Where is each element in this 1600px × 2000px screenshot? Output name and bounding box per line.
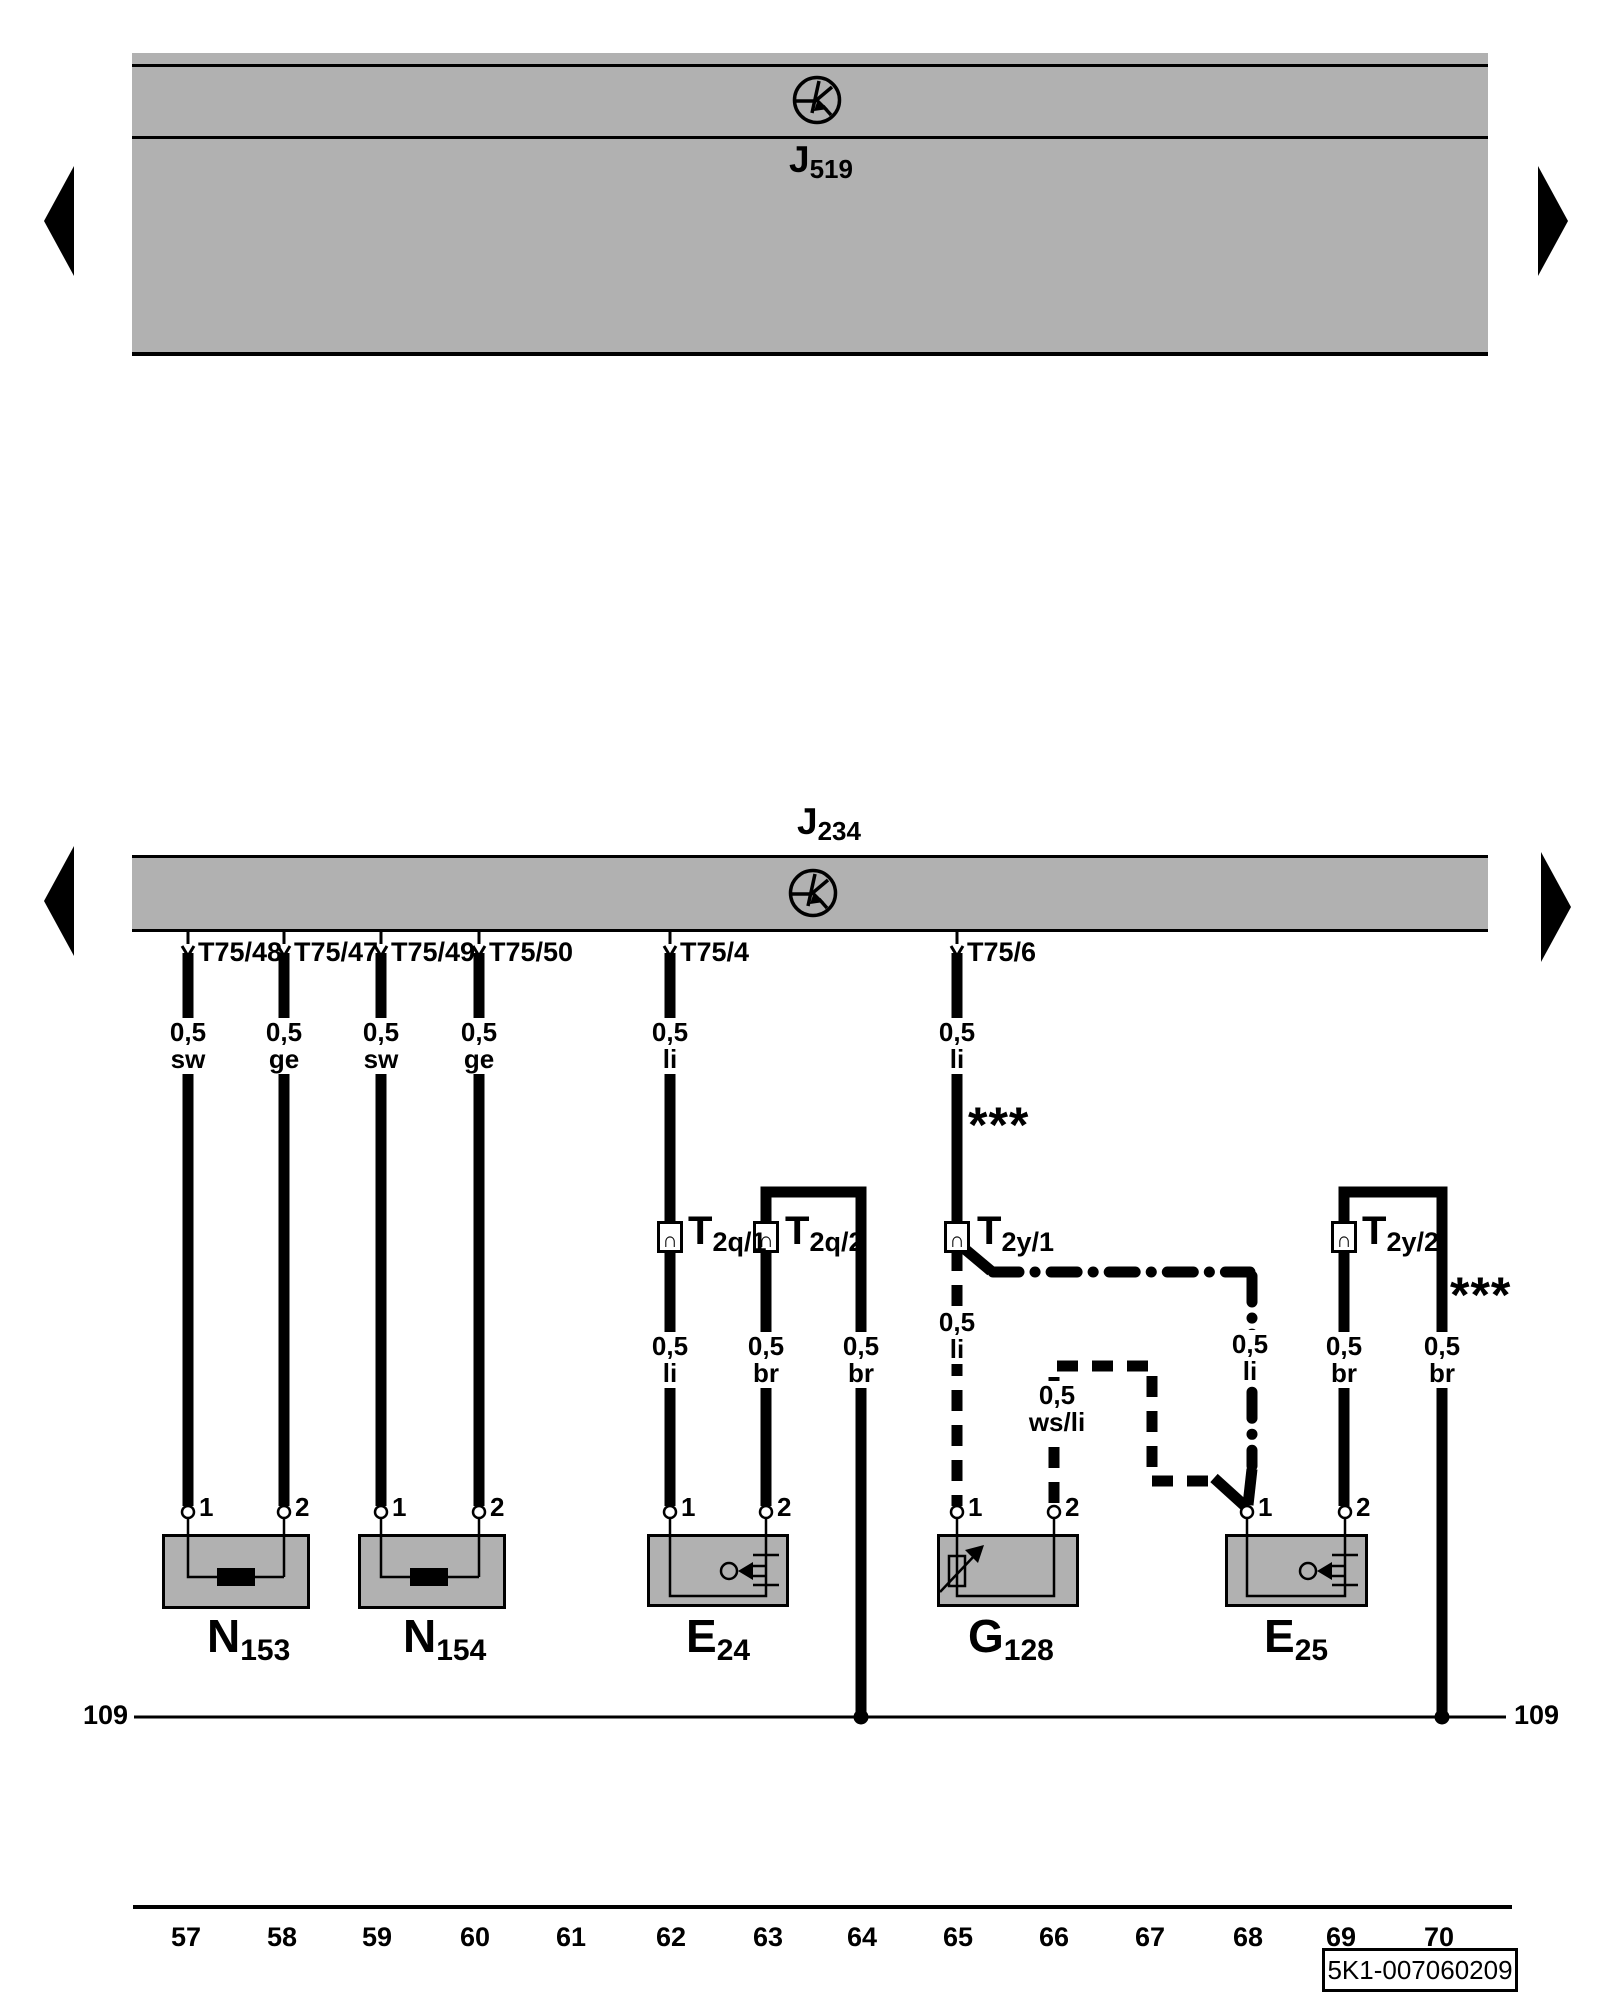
ruler-number: 59	[361, 1922, 393, 1952]
footnote-stars-2: ***	[1450, 1267, 1512, 1323]
ruler-number: 65	[942, 1922, 974, 1952]
pin-label: 2	[1356, 1492, 1371, 1522]
n154-resistor-symbol	[379, 1518, 481, 1586]
part-number-box: 5K1-007060209	[1322, 1948, 1518, 1992]
pin-label: 2	[777, 1492, 792, 1522]
terminal-label-t75-50: T75/50	[489, 937, 574, 967]
pin-label: 1	[1258, 1492, 1273, 1522]
wire-label-li-2: 0,5 li	[933, 1018, 981, 1074]
component-label-n153: N153	[207, 1610, 291, 1667]
terminal-label-t75-48: T75/48	[198, 937, 283, 967]
current-flow-direction-icon	[792, 75, 842, 125]
wire-wsli-join	[1210, 1473, 1250, 1512]
connector-label-t2y2: T2y/2	[1362, 1209, 1439, 1257]
module-box-j519	[132, 53, 1488, 356]
component-label-g128: G128	[968, 1610, 1054, 1667]
connector-icon-t2q2: ∩	[753, 1221, 779, 1253]
terminal-label-t75-4: T75/4	[680, 937, 750, 967]
wire-label-ge-1: 0,5 ge	[260, 1018, 308, 1074]
ruler-number: 66	[1038, 1922, 1070, 1952]
ruler-number: 61	[555, 1922, 587, 1952]
wire-label-ge-2: 0,5 ge	[455, 1018, 503, 1074]
pin-label: 1	[681, 1492, 696, 1522]
wire-label-br-2: 0,5 br	[837, 1332, 885, 1388]
ground-label-right: 109	[1514, 1700, 1560, 1730]
ruler-number: 68	[1232, 1922, 1264, 1952]
connector-icon-t2y1: ∩	[944, 1221, 970, 1253]
connector-label-t2y1: T2y/1	[977, 1209, 1054, 1257]
wire-label-br-1: 0,5 br	[742, 1332, 790, 1388]
pin-label: 2	[490, 1492, 505, 1522]
pin-label: 1	[392, 1492, 407, 1522]
wire-label-sw-2: 0,5 sw	[357, 1018, 405, 1074]
ruler-number: 57	[170, 1922, 202, 1952]
connector-label-t2q2: T2q/2	[785, 1209, 864, 1257]
pin-label: 2	[1065, 1492, 1080, 1522]
wires-dashed	[951, 1250, 1216, 1506]
component-label-n154: N154	[403, 1610, 487, 1667]
current-flow-direction-icon	[788, 868, 838, 918]
connector-icon-t2y2: ∩	[1331, 1221, 1357, 1253]
wire-dashdot-end	[1242, 1468, 1258, 1506]
module-label-j234: J234	[797, 801, 861, 846]
ground-junction-dot	[1434, 1709, 1450, 1725]
ruler-number: 62	[655, 1922, 687, 1952]
ruler-number: 70	[1423, 1922, 1455, 1952]
ruler-number: 60	[459, 1922, 491, 1952]
ruler-number: 67	[1134, 1922, 1166, 1952]
e25-switch-symbol	[1245, 1518, 1358, 1598]
footnote-stars-1: ***	[968, 1097, 1030, 1153]
wire-label-li-3: 0,5 li	[646, 1332, 694, 1388]
j519-inner-line	[132, 136, 1488, 139]
wire-label-li-1: 0,5 li	[646, 1018, 694, 1074]
connector-icon-t2q1: ∩	[657, 1221, 683, 1253]
n153-resistor-symbol	[186, 1518, 286, 1586]
wire-t2y2-br-loop	[1338, 1186, 1448, 1712]
ruler-number: 69	[1325, 1922, 1357, 1952]
wire-label-wsli: 0,5 ws/li	[1023, 1381, 1091, 1437]
pin-label: 1	[199, 1492, 214, 1522]
ground-junction-dot	[853, 1709, 869, 1725]
wire-label-li-4: 0,5 li	[933, 1308, 981, 1364]
ground-label-left: 109	[82, 1700, 128, 1730]
ruler-number: 63	[752, 1922, 784, 1952]
pin-circles	[180, 1504, 1353, 1520]
wire-label-sw-1: 0,5 sw	[164, 1018, 212, 1074]
part-number-text: 5K1-007060209	[1327, 1954, 1513, 1985]
e24-switch-symbol	[668, 1518, 779, 1598]
component-label-e24: E24	[686, 1610, 751, 1667]
wire-label-br-4: 0,5 br	[1418, 1332, 1466, 1388]
ruler-number: 58	[266, 1922, 298, 1952]
module-label-j519: J519	[789, 139, 853, 184]
terminal-label-t75-6: T75/6	[967, 937, 1037, 967]
ruler-number: 64	[846, 1922, 878, 1952]
terminal-label-t75-49: T75/49	[391, 937, 476, 967]
component-label-e25: E25	[1264, 1610, 1329, 1667]
wire-label-li-5: 0,5 li	[1226, 1330, 1274, 1386]
wire-t2q2-br-loop	[760, 1186, 867, 1712]
connector-label-t2q1: T2q/1	[688, 1209, 767, 1257]
g128-sensor-symbol	[939, 1518, 1056, 1598]
pin-label: 1	[968, 1492, 983, 1522]
terminal-label-t75-47: T75/47	[294, 937, 379, 967]
pin-label: 2	[295, 1492, 310, 1522]
wire-label-br-3: 0,5 br	[1320, 1332, 1368, 1388]
j519-top-strip-line	[132, 64, 1488, 67]
